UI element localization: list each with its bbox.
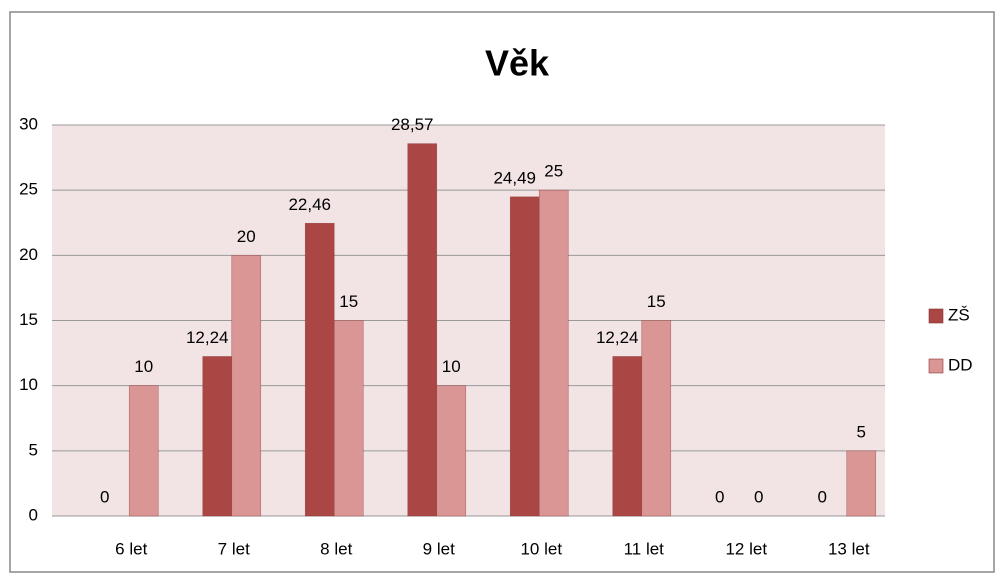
data-label: 20 <box>237 227 256 246</box>
x-tick-label: 9 let <box>423 539 455 558</box>
data-label: 25 <box>544 162 563 181</box>
data-label: 15 <box>339 292 358 311</box>
bar <box>231 255 262 517</box>
x-tick-label: 6 let <box>115 539 147 558</box>
data-label: 10 <box>134 357 153 376</box>
x-tick-label: 12 let <box>725 539 767 558</box>
bar <box>304 222 335 517</box>
data-label: 0 <box>818 487 827 506</box>
data-label: 24,49 <box>493 168 536 187</box>
bar <box>436 385 467 517</box>
y-tick-label: 0 <box>29 505 38 524</box>
data-label: 5 <box>857 422 866 441</box>
y-tick-label: 25 <box>19 180 38 199</box>
data-label: 10 <box>442 357 461 376</box>
bar <box>509 196 540 517</box>
bar <box>612 356 643 517</box>
legend-label: ZŠ <box>948 305 970 324</box>
x-tick-label: 10 let <box>520 539 562 558</box>
bar <box>538 189 569 517</box>
legend-swatch <box>928 358 944 374</box>
y-tick-label: 15 <box>19 310 38 329</box>
data-label: 12,24 <box>596 328 639 347</box>
bar <box>202 356 233 517</box>
y-tick-label: 5 <box>29 440 38 459</box>
legend-label: DD <box>948 355 973 374</box>
y-tick-label: 10 <box>19 375 38 394</box>
data-label: 0 <box>754 487 763 506</box>
x-tick-label: 13 let <box>828 539 870 558</box>
data-label: 15 <box>647 292 666 311</box>
data-label: 28,57 <box>391 115 434 134</box>
bar <box>128 385 159 517</box>
data-label: 22,46 <box>288 195 331 214</box>
data-label: 12,24 <box>186 328 229 347</box>
chart-title: Věk <box>485 43 550 84</box>
y-tick-label: 30 <box>19 114 38 133</box>
bar <box>846 450 877 517</box>
bar <box>407 143 438 517</box>
bar <box>641 320 672 517</box>
x-tick-label: 11 let <box>624 539 665 558</box>
data-label: 0 <box>715 487 724 506</box>
data-label: 0 <box>100 487 109 506</box>
y-tick-label: 20 <box>19 245 38 264</box>
x-tick-label: 7 let <box>218 539 250 558</box>
legend-swatch <box>928 308 944 324</box>
bar <box>333 320 364 517</box>
x-tick-label: 8 let <box>320 539 352 558</box>
